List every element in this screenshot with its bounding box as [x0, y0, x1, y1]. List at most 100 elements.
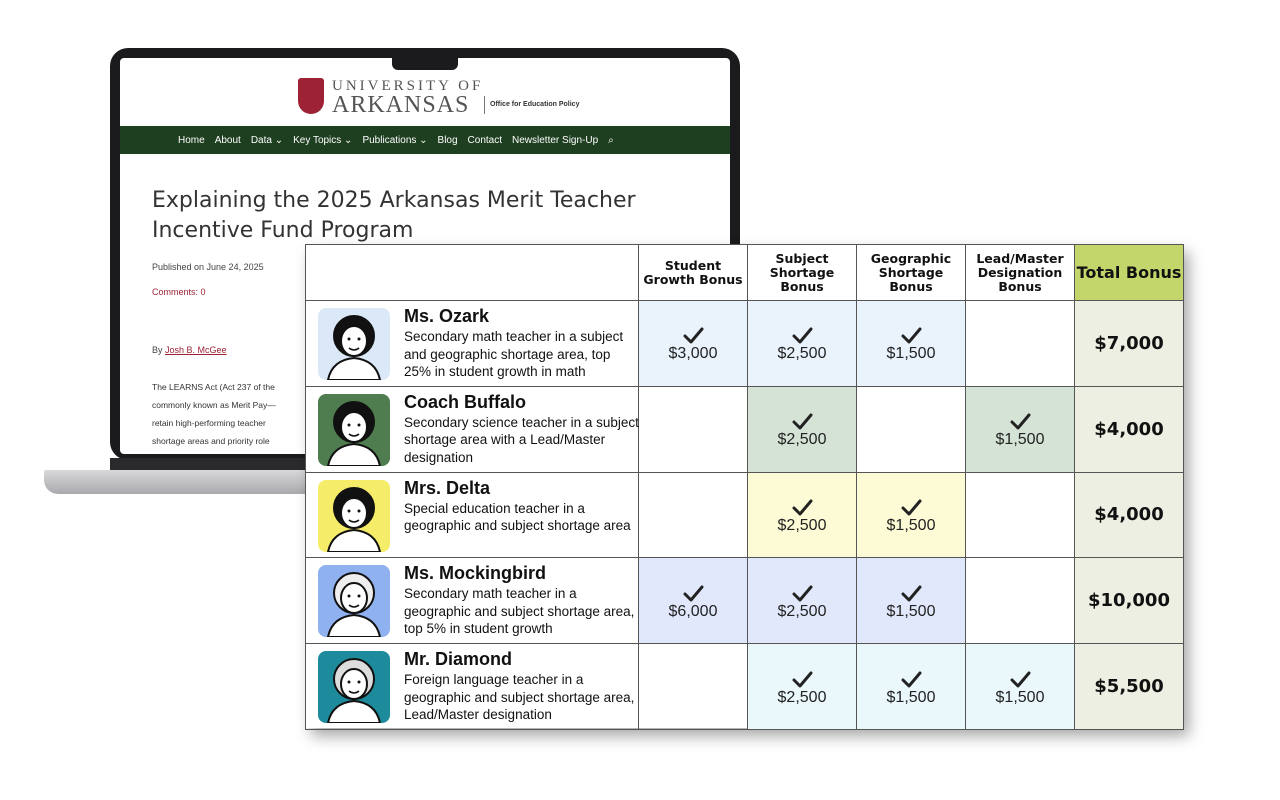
body-line: The LEARNS Act (Act 237 of the — [152, 382, 275, 392]
comments-link[interactable]: Comments: 0 — [152, 287, 206, 297]
check-icon — [901, 585, 922, 602]
column-header: Total Bonus — [1074, 244, 1184, 301]
avatar-eye — [347, 509, 351, 513]
teacher-row: Mr. Diamond Foreign language teacher in a… — [305, 643, 1184, 730]
nav-bar: Home About Data ⌄ Key Topics ⌄ Publications … — [120, 126, 730, 154]
teacher-name: Ms. Mockingbird — [404, 563, 547, 584]
nav-item[interactable]: Publications ⌄ — [362, 134, 428, 146]
check-stroke — [901, 327, 922, 344]
nav-item[interactable]: Home — [178, 134, 205, 146]
nav-item[interactable]: About — [214, 134, 241, 146]
teacher-description: Foreign language teacher in a geographic… — [404, 672, 635, 723]
body-line: retain high-performing teacher — [152, 418, 266, 428]
avatar-eye — [347, 337, 351, 341]
bonus-cell: $2,500 — [747, 643, 857, 730]
check-stroke — [901, 585, 922, 602]
column-header: Lead/Master Designation Bonus — [965, 244, 1075, 301]
column-header: Geographic Shortage Bonus — [856, 244, 966, 301]
published-date: Published on June 24, 2025 — [152, 262, 264, 272]
teacher-name: Coach Buffalo — [404, 391, 527, 412]
byline: By Josh B. McGee — [152, 345, 227, 355]
teacher-name: Mr. Diamond — [404, 649, 513, 670]
check-icon — [792, 413, 813, 430]
teacher-name: Mrs. Delta — [404, 477, 491, 498]
bonus-cell: $1,500 — [856, 471, 966, 559]
bonus-cell — [638, 385, 748, 473]
check-icon — [792, 499, 813, 516]
total-cell: $4,000 — [1074, 471, 1184, 559]
bonus-amount: $3,000 — [668, 345, 718, 363]
avatar-mouth — [348, 433, 360, 437]
avatar-eye — [347, 594, 351, 598]
check-stroke — [1010, 671, 1031, 688]
teacher-cell: Mrs. Delta Special education teacher in a… — [305, 471, 639, 559]
total-cell: $7,000 — [1074, 300, 1184, 387]
bonus-amount: $2,500 — [777, 688, 827, 706]
brand: UNIVERSITY OF ARKANSAS Office for Educat… — [298, 78, 598, 118]
teacher-description: Special education teacher in a geographi… — [404, 500, 631, 534]
avatar-face — [340, 582, 368, 615]
total-cell: $10,000 — [1074, 557, 1184, 645]
body-line: shortage areas and priority role — [152, 436, 270, 446]
header-blank — [305, 244, 639, 301]
avatar — [318, 393, 390, 466]
avatar-eye — [357, 594, 361, 598]
bonus-amount: $2,500 — [777, 431, 827, 449]
teacher-cell: Ms. Ozark Secondary math teacher in a sub… — [305, 300, 639, 387]
check-icon — [683, 585, 704, 602]
check-icon — [1010, 413, 1031, 430]
teacher-cell: Ms. Mockingbird Secondary math teacher in… — [305, 557, 639, 645]
teacher-name: Ms. Ozark — [404, 306, 490, 326]
teacher-cell: Mr. Diamond Foreign language teacher in a… — [305, 643, 639, 730]
author-link[interactable]: Josh B. McGee — [165, 345, 227, 355]
bonus-cell — [965, 557, 1075, 645]
nav-item[interactable]: Newsletter Sign-Up — [512, 134, 599, 146]
body-line: commonly known as Merit Pay— — [152, 400, 276, 410]
nav-item[interactable]: Data ⌄ — [250, 134, 284, 146]
nav-item[interactable]: ⌕ — [608, 134, 614, 146]
bonus-cell: $2,500 — [747, 471, 857, 559]
avatar-eye — [347, 680, 351, 684]
bonus-cell: $1,500 — [965, 385, 1075, 473]
teacher-description: Secondary science teacher in a subject s… — [404, 414, 639, 465]
bonus-cell — [856, 385, 966, 473]
check-stroke — [1010, 413, 1031, 430]
bonus-amount: $1,500 — [886, 688, 936, 706]
nav-item[interactable]: Contact — [467, 134, 503, 146]
avatar — [318, 479, 390, 552]
check-stroke — [792, 585, 813, 602]
avatar-eye — [357, 680, 361, 684]
bonus-amount: $2,500 — [777, 345, 827, 363]
crest — [298, 78, 324, 114]
check-icon — [683, 327, 704, 344]
bonus-cell: $1,500 — [965, 643, 1075, 730]
check-icon — [901, 327, 922, 344]
bonus-cell: $1,500 — [856, 557, 966, 645]
column-header: Student Growth Bonus — [638, 244, 748, 301]
university-text: UNIVERSITY OF — [332, 78, 484, 94]
nav-item[interactable]: Key Topics ⌄ — [293, 134, 353, 146]
table-body: Ms. Ozark Secondary math teacher in a sub… — [305, 300, 1184, 730]
avatar-face — [340, 410, 368, 443]
bonus-cell: $1,500 — [856, 300, 966, 387]
total-cell: $5,500 — [1074, 643, 1184, 730]
avatar-eye — [357, 423, 361, 427]
office-name: Office for Education Policy — [484, 96, 579, 114]
check-stroke — [792, 327, 813, 344]
bonus-cell — [638, 471, 748, 559]
avatar-face — [340, 668, 368, 701]
bonus-cell: $3,000 — [638, 300, 748, 387]
check-icon — [792, 585, 813, 602]
check-stroke — [901, 671, 922, 688]
teacher-row: Coach Buffalo Secondary science teacher i… — [305, 385, 1184, 473]
nav-item[interactable]: Blog — [437, 134, 458, 146]
camera-notch — [392, 58, 458, 70]
column-header: Subject Shortage Bonus — [747, 244, 857, 301]
bonus-table-card: Student Growth Bonus Subject Shortage Bon… — [305, 244, 1184, 730]
check-stroke — [792, 499, 813, 516]
bonus-amount: $1,500 — [995, 431, 1045, 449]
avatar-body — [326, 700, 382, 724]
bonus-amount: $1,500 — [886, 516, 936, 534]
